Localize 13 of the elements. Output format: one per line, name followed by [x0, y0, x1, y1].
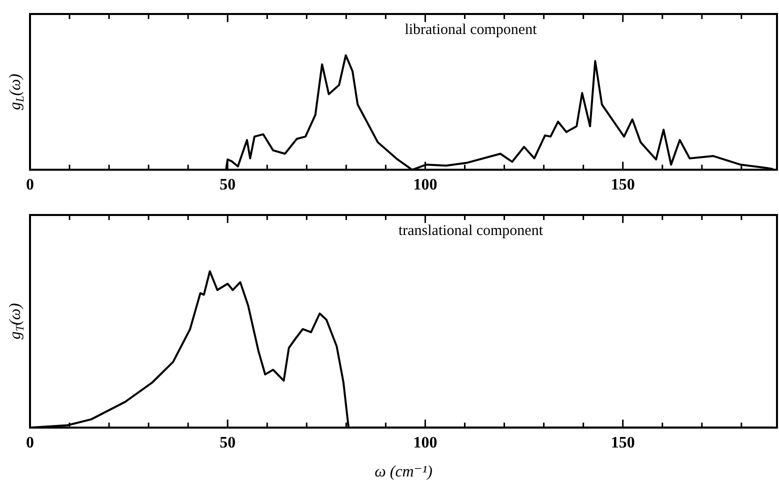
x-axis-title: ω (cm⁻¹) — [374, 464, 432, 481]
y-axis-title: gT(ω) — [7, 303, 27, 340]
x-tick-label: 100 — [413, 176, 438, 194]
x-tick-label: 0 — [26, 434, 34, 452]
x-tick-label: 150 — [610, 176, 635, 194]
x-tick-label: 150 — [610, 434, 635, 452]
x-tick-label: 100 — [413, 434, 438, 452]
text: librational component — [404, 22, 538, 38]
y-axis-title: gL(ω) — [7, 74, 27, 110]
text: translational component — [398, 222, 544, 239]
x-tick-label: 0 — [26, 176, 34, 194]
x-tick-label: 50 — [220, 434, 236, 452]
x-tick-label: 50 — [220, 176, 236, 194]
